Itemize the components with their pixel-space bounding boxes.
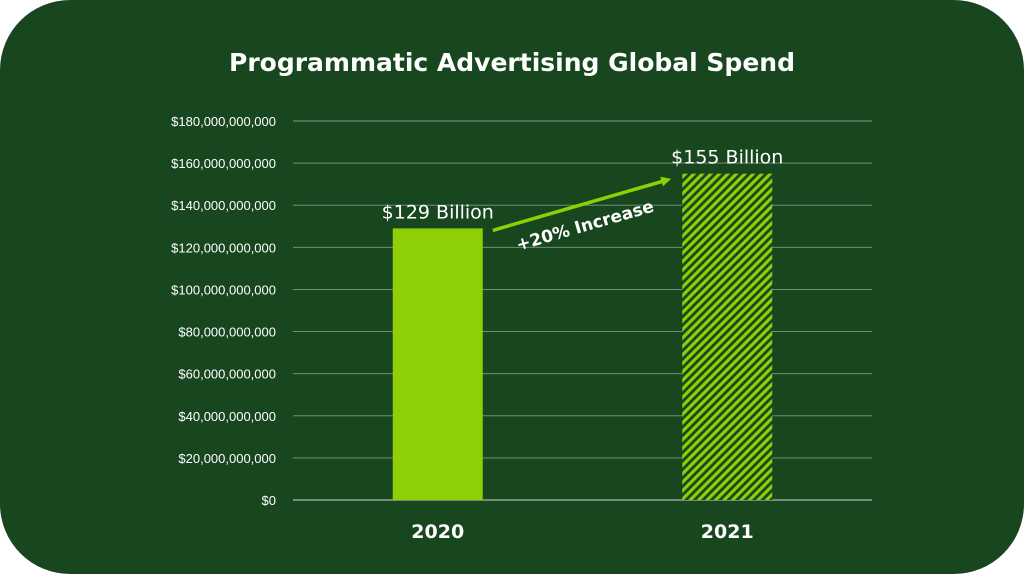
data-label-2021: $155 Billion (671, 147, 783, 169)
y-tick-label: $0 (262, 493, 276, 508)
y-tick-label: $40,000,000,000 (178, 409, 276, 424)
y-axis-tick-labels: $0 $20,000,000,000 $40,000,000,000 $60,000,… (171, 114, 276, 508)
bars (392, 173, 773, 500)
y-tick-label: $100,000,000,000 (171, 282, 276, 297)
y-tick-label: $60,000,000,000 (178, 367, 276, 382)
y-tick-label: $120,000,000,000 (171, 240, 276, 255)
y-tick-label: $180,000,000,000 (171, 114, 276, 129)
y-tick-label: $160,000,000,000 (171, 156, 276, 171)
data-label-2020: $129 Billion (382, 201, 494, 223)
x-tick-label-2021: 2021 (701, 521, 754, 543)
x-axis-tick-labels: 2020 2021 (411, 521, 753, 543)
y-tick-label: $20,000,000,000 (178, 451, 276, 466)
gridlines (293, 120, 872, 501)
bar-2021 (682, 173, 773, 500)
x-tick-label-2020: 2020 (411, 521, 464, 543)
y-tick-label: $80,000,000,000 (178, 325, 276, 340)
bar-2020 (392, 228, 483, 500)
y-tick-label: $140,000,000,000 (171, 198, 276, 213)
increase-arrow (492, 176, 672, 233)
data-labels: $129 Billion $155 Billion (382, 147, 784, 224)
chart-title: Programmatic Advertising Global Spend (229, 48, 795, 77)
increase-annotation: +20% Increase (492, 176, 672, 256)
